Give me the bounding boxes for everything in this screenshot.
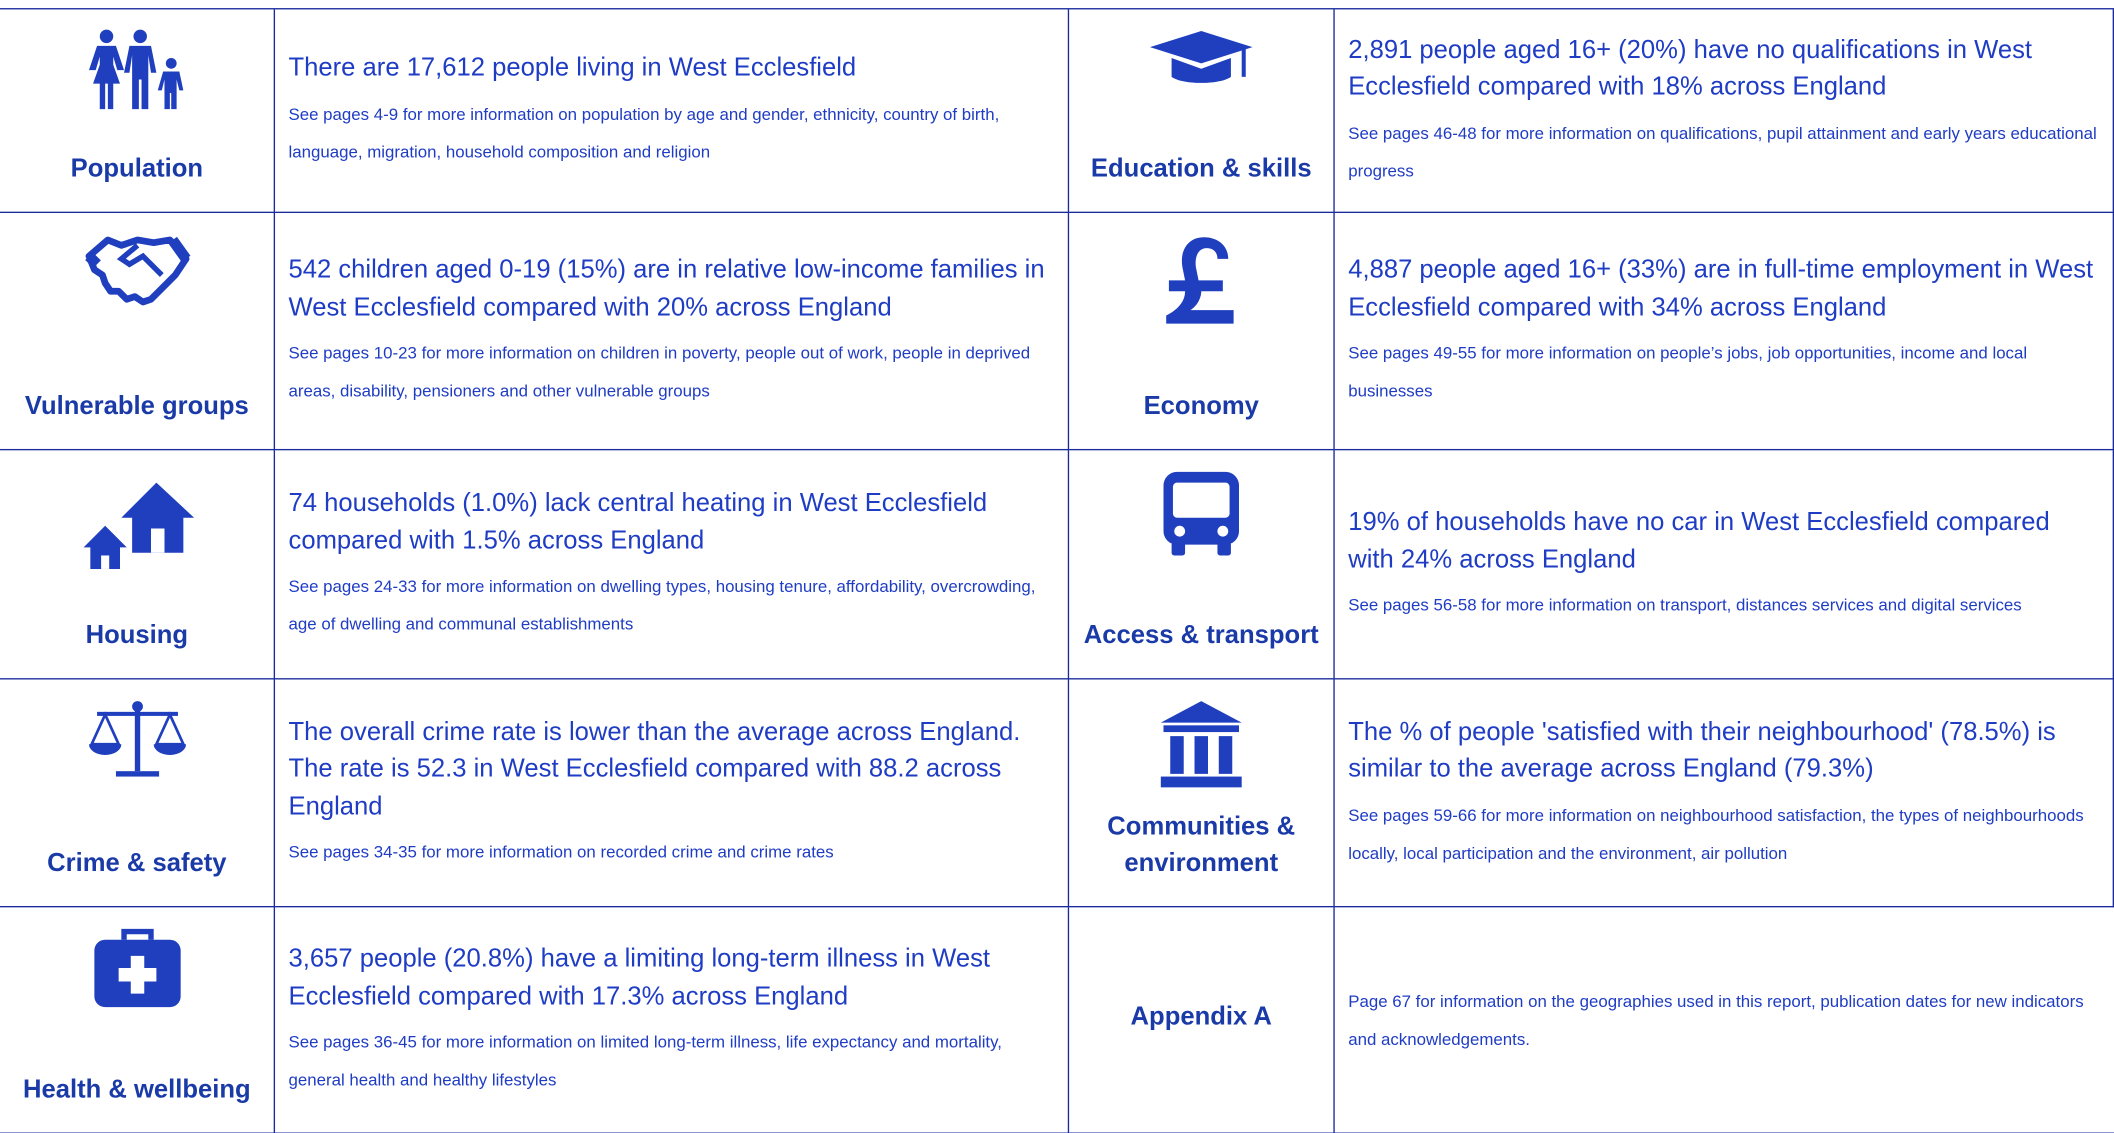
section-text-cell: 4,887 people aged 16+ (33%) are in full-… (1334, 213, 2114, 451)
section-detail: See pages 4-9 for more information on po… (288, 104, 1000, 162)
section-detail: See pages 10-23 for more information on … (288, 343, 1031, 401)
section-icon (1161, 232, 1242, 326)
section-headline: 3,657 people (20.8%) have a limiting lon… (288, 945, 991, 1011)
section-label-cell: Health & wellbeing (0, 907, 276, 1133)
section-label-cell: Access & transport (1069, 450, 1335, 680)
section-text-cell: The overall crime rate is lower than the… (275, 679, 1070, 908)
section-text-cell: 74 households (1.0%) lack central heatin… (275, 450, 1070, 680)
section-label: Education & skills (1090, 155, 1312, 184)
section-label: Economy (1143, 392, 1259, 421)
section-text-cell: 2,891 people aged 16+ (20%) have no qual… (1334, 9, 2114, 214)
section-label-cell: Economy (1069, 213, 1335, 451)
section-icon (83, 232, 191, 313)
section-detail: See pages 46-48 for more information on … (1348, 123, 2097, 180)
section-label-cell: Population (0, 9, 276, 214)
section-label: Health & wellbeing (22, 1075, 251, 1105)
section-label-cell: Crime & safety (0, 679, 276, 908)
section-label-cell: Appendix A (1069, 907, 1335, 1133)
section-headline: The overall crime rate is lower than the… (288, 718, 1021, 821)
section-icon (1161, 469, 1242, 558)
section-icon (91, 926, 183, 1010)
section-icon (83, 28, 191, 110)
section-detail: See pages 49-55 for more information on … (1348, 343, 2028, 401)
section-label: Housing (85, 621, 189, 650)
section-label-cell: Education & skills (1069, 9, 1335, 214)
section-icon (86, 698, 188, 779)
section-text-cell: The % of people 'satisfied with their ne… (1334, 679, 2114, 908)
section-headline: There are 17,612 people living in West E… (288, 54, 857, 83)
section-detail: See pages 24-33 for more information on … (288, 577, 1036, 634)
section-headline: 542 children aged 0-19 (15%) are in rela… (288, 256, 1045, 322)
section-detail: Page 67 for information on the geographi… (1348, 991, 2084, 1049)
section-detail: See pages 56-58 for more information on … (1348, 595, 2022, 615)
section-label: Access & transport (1083, 621, 1319, 650)
section-label-cell: Housing (0, 450, 276, 680)
section-label: Crime & safety (47, 849, 227, 878)
section-icon (1158, 698, 1244, 790)
section-icon (1147, 28, 1255, 95)
section-text-cell: 3,657 people (20.8%) have a limiting lon… (275, 907, 1070, 1133)
section-text-cell: There are 17,612 people living in West E… (275, 9, 1070, 214)
section-label: Population (70, 155, 204, 184)
section-detail: See pages 34-35 for more information on … (288, 842, 834, 862)
summary-grid: Population There are 17,612 people living… (0, 8, 2114, 1133)
section-label-cell: Communities & environment (1069, 679, 1335, 908)
section-headline: 74 households (1.0%) lack central heatin… (288, 489, 988, 555)
section-headline: The % of people 'satisfied with their ne… (1348, 717, 2056, 784)
section-icon (80, 469, 194, 574)
section-text-cell: 542 children aged 0-19 (15%) are in rela… (275, 213, 1070, 451)
section-detail: See pages 36-45 for more information on … (288, 1032, 1002, 1090)
section-label: Vulnerable groups (24, 392, 249, 421)
section-headline: 2,891 people aged 16+ (20%) have no qual… (1348, 35, 2033, 102)
section-label-cell: Vulnerable groups (0, 213, 276, 451)
section-text-cell: Page 67 for information on the geographi… (1334, 907, 2114, 1133)
section-headline: 19% of households have no car in West Ec… (1348, 508, 2050, 574)
section-detail: See pages 59-66 for more information on … (1348, 805, 2084, 863)
section-headline: 4,887 people aged 16+ (33%) are in full-… (1348, 256, 2094, 322)
section-text-cell: 19% of households have no car in West Ec… (1334, 450, 2114, 680)
section-label: Communities & environment (1107, 812, 1296, 878)
section-label: Appendix A (1130, 1003, 1272, 1032)
